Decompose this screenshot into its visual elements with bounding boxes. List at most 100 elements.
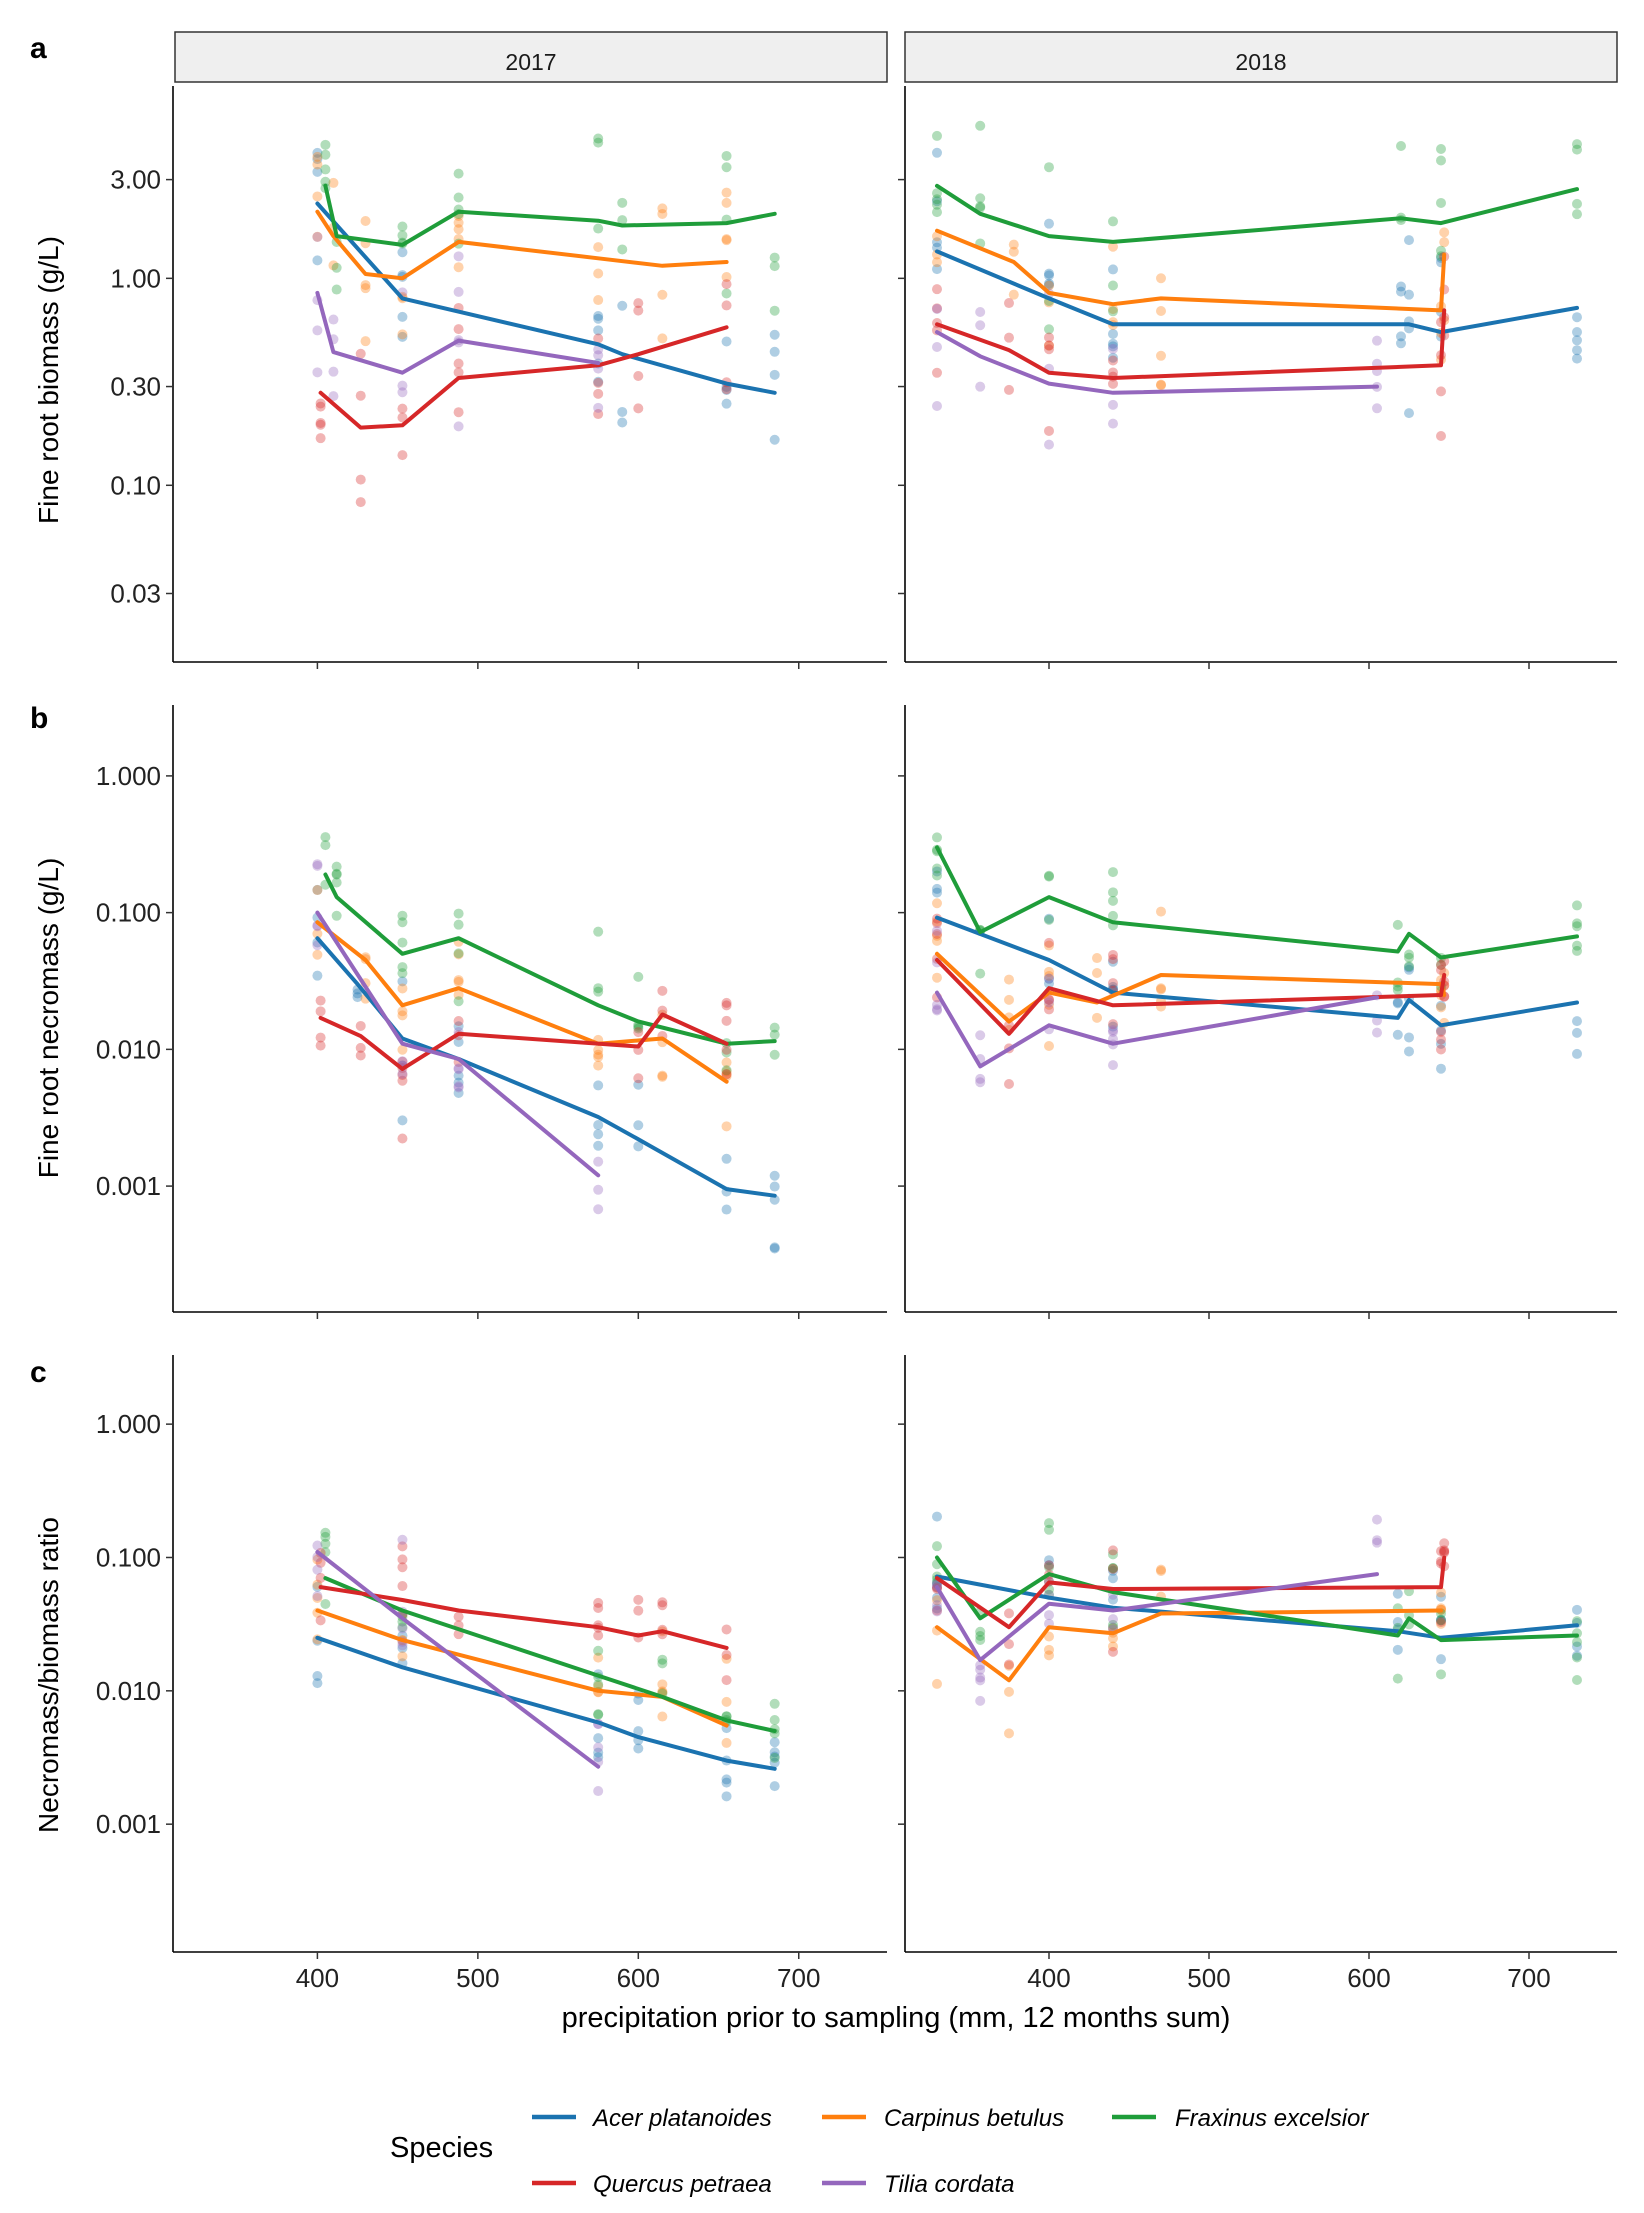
scatter-point-quercus — [397, 1069, 408, 1080]
scatter-point-tilia — [312, 1591, 323, 1602]
scatter-point-acer — [1572, 1016, 1582, 1027]
scatter-point-carpinus — [312, 231, 323, 242]
series-line-quercus — [318, 1012, 729, 1071]
scatter-point-fraxinus — [593, 1679, 604, 1690]
scatter-point-carpinus — [721, 235, 732, 246]
scatter-point-quercus — [1436, 1546, 1446, 1557]
scatter-point-carpinus — [657, 208, 668, 219]
scatter-point-quercus — [721, 1675, 732, 1686]
scatter-point-acer — [1396, 286, 1406, 297]
scatter-point-fraxinus — [331, 262, 342, 273]
scatter-point-carpinus — [397, 1651, 408, 1662]
scatter-point-quercus — [932, 284, 942, 295]
panel-letter-c: c — [30, 1356, 47, 1389]
scatter-point-quercus — [397, 1581, 408, 1592]
scatter-point-fraxinus — [453, 168, 464, 179]
scatter-point-quercus — [1436, 1034, 1446, 1045]
scatter-point-quercus — [1436, 1617, 1446, 1628]
scatter-point-acer — [593, 311, 604, 322]
scatter-point-acer — [932, 883, 942, 894]
scatter-point-tilia — [328, 366, 339, 377]
scatter-point-acer — [1044, 1555, 1054, 1566]
scatter-point-fraxinus — [320, 1538, 331, 1549]
scatter-point-fraxinus — [975, 201, 986, 212]
scatter-point-tilia — [975, 1030, 986, 1041]
scatter-point-fraxinus — [331, 877, 342, 888]
scatter-point-carpinus — [1108, 1641, 1118, 1652]
scatter-point-fraxinus — [975, 120, 986, 131]
series-line-tilia — [315, 290, 601, 375]
scatter-point-carpinus — [721, 1737, 732, 1748]
scatter-point-carpinus — [1044, 966, 1054, 977]
scatter-point-fraxinus — [769, 305, 780, 316]
scatter-point-fraxinus — [397, 937, 408, 948]
scatter-point-carpinus — [657, 203, 668, 214]
scatter-point-carpinus — [1156, 380, 1166, 391]
scatter-point-carpinus — [1092, 1012, 1102, 1023]
scatter-point-acer — [1108, 1021, 1118, 1032]
legend-item-tilia: Tilia cordata — [822, 2171, 1015, 2198]
scatter-point-quercus — [721, 1015, 732, 1026]
scatter-point-fraxinus — [320, 139, 331, 150]
scatter-point-tilia — [312, 325, 323, 336]
scatter-point-carpinus — [397, 1044, 408, 1055]
scatter-point-quercus — [932, 303, 942, 314]
scatter-point-quercus — [633, 305, 644, 316]
scatter-point-acer — [1044, 1560, 1054, 1571]
scatter-point-quercus — [1044, 425, 1054, 436]
scatter-point-fraxinus — [633, 1023, 644, 1034]
scatter-point-carpinus — [721, 1069, 732, 1080]
scatter-point-fraxinus — [1436, 155, 1446, 166]
scatter-point-acer — [721, 1777, 732, 1788]
scatter-point-fraxinus — [453, 919, 464, 930]
scatter-point-tilia — [975, 381, 986, 392]
scatter-point-fraxinus — [617, 215, 628, 226]
data-area — [312, 133, 780, 508]
scatter-point-acer — [593, 1752, 604, 1763]
scatter-point-carpinus — [453, 949, 464, 960]
y-tick-label: 0.010 — [96, 1034, 161, 1064]
scatter-point-quercus — [721, 1000, 732, 1011]
scatter-point-fraxinus — [1044, 1518, 1054, 1529]
scatter-point-acer — [593, 1747, 604, 1758]
x-tick-label: 600 — [617, 1963, 660, 1993]
scatter-point-tilia — [1108, 343, 1118, 354]
scatter-point-fraxinus — [932, 1541, 942, 1552]
scatter-point-carpinus — [312, 1554, 323, 1565]
scatter-point-quercus — [657, 985, 668, 996]
series-line-quercus — [935, 1555, 1447, 1630]
scatter-point-fraxinus — [633, 971, 644, 982]
scatter-point-carpinus — [1156, 1564, 1166, 1575]
legend-label-acer: Acer platanoides — [591, 2105, 772, 2132]
scatter-point-quercus — [315, 1040, 326, 1051]
scatter-point-fraxinus — [1108, 1562, 1118, 1573]
scatter-point-carpinus — [1044, 940, 1054, 951]
scatter-point-tilia — [397, 1068, 408, 1079]
scatter-point-fraxinus — [1108, 867, 1118, 878]
scatter-point-acer — [932, 887, 942, 898]
y-tick-label: 0.30 — [110, 372, 161, 402]
scatter-point-carpinus — [593, 1044, 604, 1055]
scatter-point-acer — [633, 1726, 644, 1737]
scatter-point-carpinus — [1008, 246, 1019, 257]
y-tick-label: 1.000 — [96, 761, 161, 791]
scatter-point-tilia — [312, 231, 323, 242]
scatter-point-quercus — [633, 1594, 644, 1605]
scatter-point-tilia — [453, 251, 464, 262]
scatter-point-tilia — [1372, 403, 1382, 414]
scatter-point-fraxinus — [657, 1658, 668, 1669]
scatter-point-acer — [769, 1242, 780, 1253]
scatter-point-quercus — [1044, 332, 1054, 343]
scatter-point-acer — [397, 1642, 408, 1653]
scatter-point-quercus — [1004, 384, 1014, 395]
scatter-point-quercus — [593, 377, 604, 388]
scatter-point-quercus — [721, 1624, 732, 1635]
scatter-point-acer — [1436, 1038, 1446, 1049]
scatter-point-acer — [397, 976, 408, 987]
scatter-point-quercus — [1004, 1639, 1014, 1650]
scatter-point-acer — [453, 1077, 464, 1088]
scatter-point-fraxinus — [320, 176, 331, 187]
scatter-point-carpinus — [1436, 1002, 1446, 1013]
scatter-point-quercus — [1004, 1079, 1014, 1090]
scatter-point-fraxinus — [593, 133, 604, 144]
